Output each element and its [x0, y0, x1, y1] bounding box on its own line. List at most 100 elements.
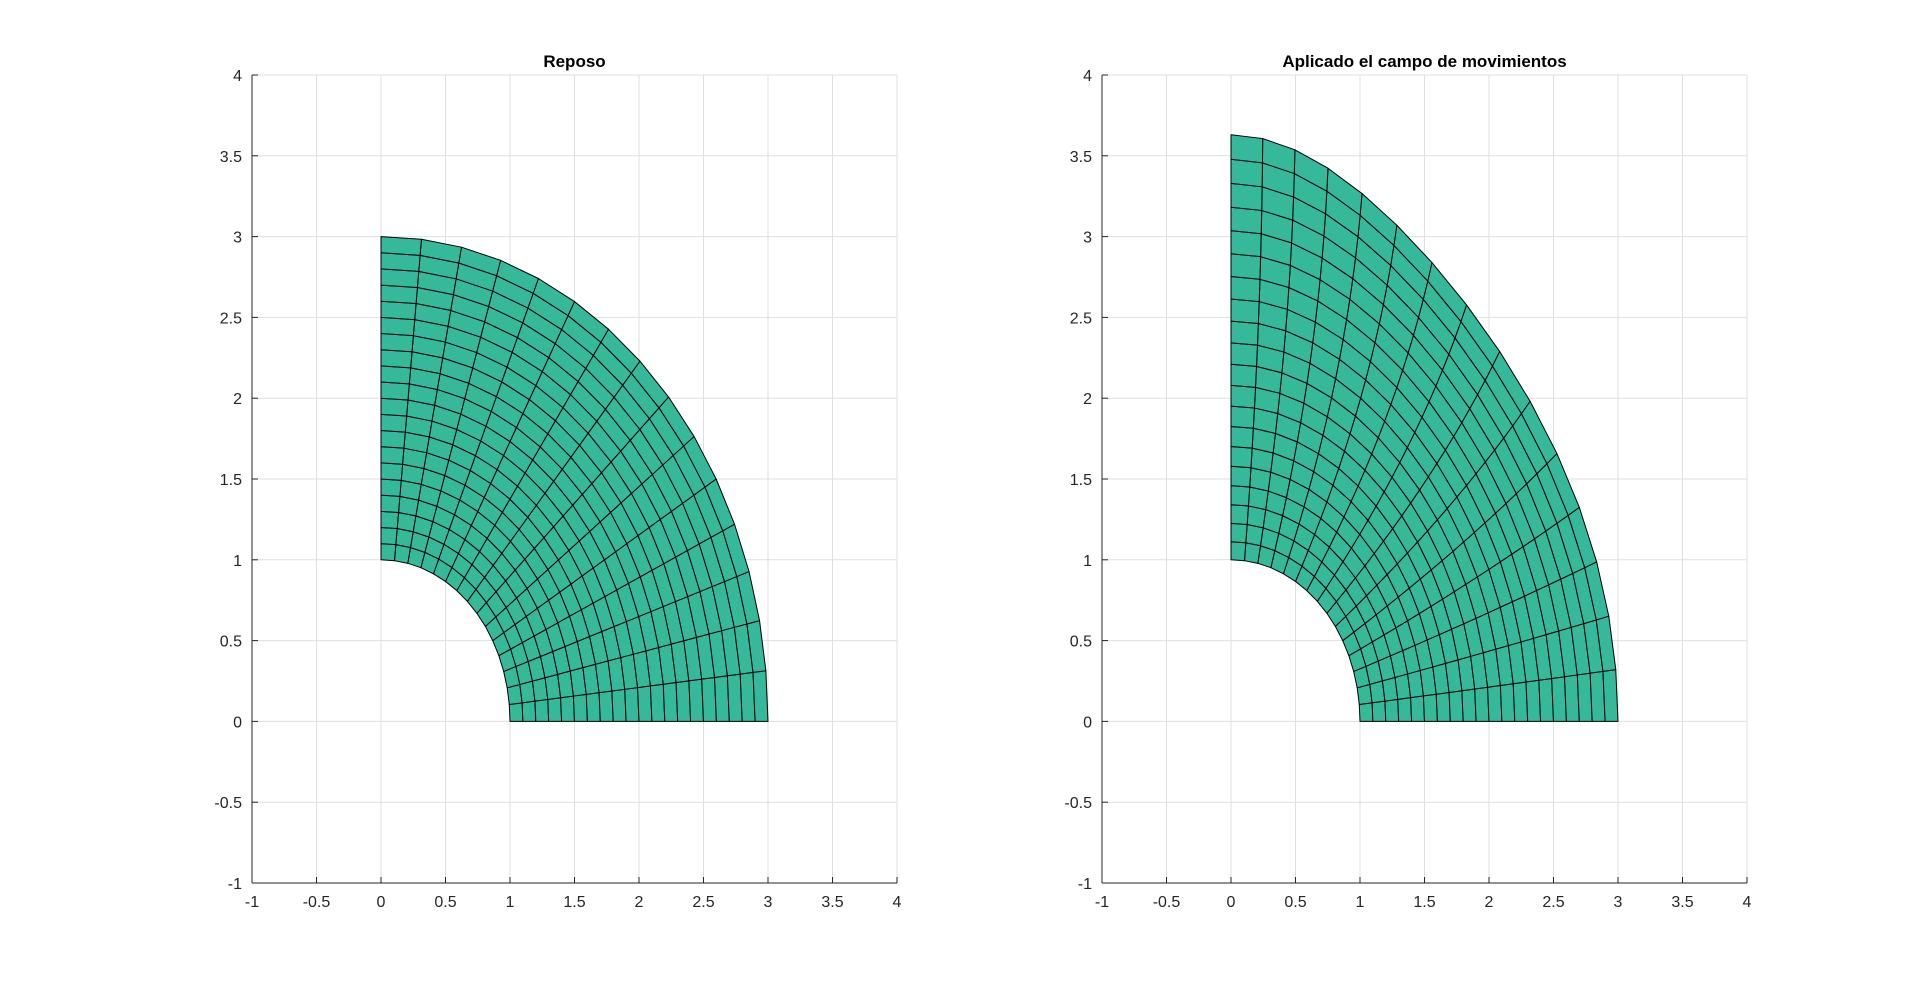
- y-tick-label: 1.5: [220, 472, 242, 489]
- chart-title: Reposo: [543, 52, 605, 71]
- y-tick-label: 1: [233, 553, 242, 570]
- mesh-element: [649, 683, 666, 722]
- mesh-element: [1448, 690, 1464, 722]
- mesh-element: [1461, 688, 1477, 722]
- y-tick-label: -0.5: [214, 795, 242, 812]
- y-tick-label: 0: [1083, 714, 1092, 731]
- x-tick-label: 1.5: [1413, 894, 1435, 911]
- mesh-element: [380, 446, 405, 465]
- mesh-element: [1422, 693, 1438, 722]
- mesh-element: [1397, 697, 1413, 722]
- mesh-element: [1230, 485, 1251, 507]
- mesh-patch: [1230, 134, 1619, 722]
- mesh-element: [701, 676, 717, 722]
- mesh-element: [380, 430, 406, 449]
- mesh-element: [611, 688, 627, 722]
- axes-reposo[interactable]: -1 -0.5 0 0.5 1 1.5 2 2.5 3 3.5 4 -1 -0.5 0 0.5 1 1.5 2 2…: [214, 52, 901, 911]
- mesh-element: [380, 510, 400, 530]
- mesh-element: [534, 698, 550, 722]
- x-tick-label: 3: [764, 894, 773, 911]
- mesh-element: [1564, 674, 1580, 722]
- y-tick-label: 0.5: [1070, 634, 1092, 651]
- mesh-element: [1358, 702, 1374, 722]
- y-tick-labels: -1 -0.5 0 0.5 1 1.5 2 2.5 3 3.5 4: [214, 68, 242, 893]
- x-tick-label: 0.5: [1284, 894, 1306, 911]
- mesh-element: [380, 413, 408, 433]
- mesh-element: [1230, 253, 1262, 280]
- mesh-element: [1230, 158, 1263, 188]
- mesh-element: [380, 333, 414, 353]
- x-tick-label: 4: [1743, 894, 1752, 911]
- x-tick-label: 2.5: [692, 894, 714, 911]
- mesh-element: [380, 236, 422, 256]
- x-tick-label: -0.5: [1153, 894, 1181, 911]
- mesh-element: [1230, 276, 1261, 303]
- mesh-element: [1230, 182, 1263, 211]
- mesh-element: [1230, 230, 1262, 258]
- y-tick-label: 2: [1083, 391, 1092, 408]
- mesh-element: [585, 692, 601, 722]
- x-tick-label: 2: [1485, 894, 1494, 911]
- mesh-element: [1499, 683, 1516, 722]
- mesh-element: [380, 462, 404, 481]
- x-tick-label: 0: [377, 894, 386, 911]
- mesh-element: [1435, 691, 1451, 722]
- mesh-element: [380, 526, 398, 546]
- mesh-element: [1230, 320, 1259, 346]
- y-tick-labels: -1 -0.5 0 0.5 1 1.5 2 2.5 3 3.5 4: [1064, 68, 1092, 893]
- y-tick-label: 4: [233, 68, 242, 85]
- x-tick-labels: -1 -0.5 0 0.5 1 1.5 2 2.5 3 3.5 4: [1095, 894, 1752, 911]
- mesh-element: [380, 397, 409, 417]
- mesh-element: [521, 700, 537, 722]
- mesh-element: [1230, 541, 1247, 562]
- axis-lines: [1101, 74, 1748, 884]
- x-tick-label: 2: [635, 894, 644, 911]
- y-tick-label: -1: [1078, 876, 1092, 893]
- y-tick-label: 1: [1083, 553, 1092, 570]
- y-tick-label: 0: [233, 714, 242, 731]
- mesh-element: [1512, 681, 1529, 722]
- y-tick-label: 3: [233, 230, 242, 247]
- mesh-element: [1230, 342, 1258, 367]
- x-tick-labels: -1 -0.5 0 0.5 1 1.5 2 2.5 3 3.5 4: [245, 894, 902, 911]
- mesh-element: [1230, 504, 1249, 526]
- mesh-element: [380, 478, 402, 497]
- mesh-element: [624, 687, 640, 722]
- axes-deformed[interactable]: -1 -0.5 0 0.5 1 1.5 2 2.5 3 3.5 4 -1 -0.5 0 0.5 1 1.5 2 2…: [1064, 52, 1751, 911]
- mesh-element: [1384, 698, 1400, 722]
- x-tick-label: 3.5: [1671, 894, 1693, 911]
- y-tick-label: 3.5: [220, 149, 242, 166]
- y-tick-label: 1.5: [1070, 472, 1092, 489]
- mesh-element: [380, 381, 410, 401]
- mesh-element: [1371, 700, 1387, 722]
- y-tick-label: 2.5: [1070, 310, 1092, 327]
- mesh-element: [1230, 298, 1260, 325]
- mesh-element: [598, 690, 614, 722]
- mesh-element: [1230, 384, 1256, 409]
- mesh-element: [1230, 446, 1253, 469]
- x-tick-label: 1: [1356, 894, 1365, 911]
- mesh-element: [726, 673, 743, 722]
- mesh-element: [1230, 465, 1252, 488]
- mesh-element: [752, 670, 769, 722]
- mesh-element: [1230, 206, 1263, 235]
- chart-title: Aplicado el campo de movimientos: [1282, 52, 1566, 71]
- mesh-patch: [380, 236, 769, 722]
- x-tick-label: 3.5: [821, 894, 843, 911]
- mesh-element: [380, 268, 420, 288]
- x-tick-label: 0: [1227, 894, 1236, 911]
- y-tick-label: -1: [228, 876, 242, 893]
- mesh-element: [1243, 542, 1261, 564]
- mesh-element: [1487, 685, 1503, 722]
- mesh-element: [380, 543, 397, 562]
- x-tick-label: 0.5: [434, 894, 456, 911]
- mesh-element: [688, 678, 704, 722]
- mesh-element: [714, 675, 730, 722]
- y-tick-label: 3.5: [1070, 149, 1092, 166]
- mesh-element: [380, 316, 416, 337]
- mesh-element: [1551, 676, 1567, 722]
- x-tick-label: 1: [506, 894, 515, 911]
- mesh-element: [380, 252, 421, 272]
